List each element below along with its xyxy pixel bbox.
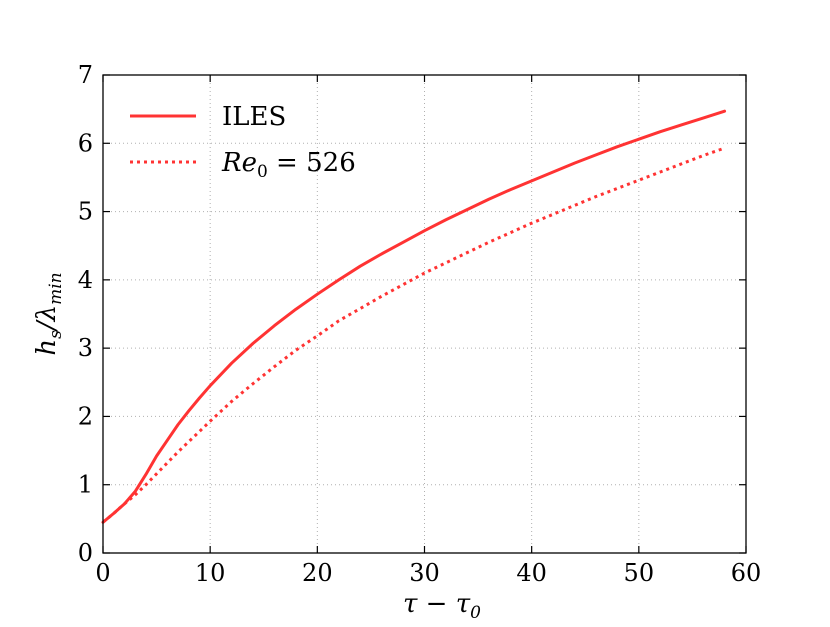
x-tick-label: 50 xyxy=(624,559,655,587)
ticks: 0 10 20 30 40 50 60 0 1 2 3 4 5 6 7 xyxy=(78,61,762,587)
plot-frame xyxy=(102,74,747,554)
legend-label-iles: ILES xyxy=(222,102,286,132)
y-tick-label: 6 xyxy=(78,129,93,157)
legend-label-re0: Re0 = 526 xyxy=(221,148,356,182)
y-tick-label: 1 xyxy=(78,471,93,499)
x-tick-label: 30 xyxy=(409,559,440,587)
legend: ILES Re0 = 526 xyxy=(130,102,356,182)
grid xyxy=(103,75,746,553)
y-tick-label: 5 xyxy=(78,198,93,226)
series-group xyxy=(101,109,727,524)
x-tick-label: 20 xyxy=(302,559,333,587)
y-tick-label: 4 xyxy=(78,266,93,294)
series-line-iles xyxy=(101,109,727,524)
x-axis-label: τ − τ0 xyxy=(403,589,481,623)
y-tick-label: 2 xyxy=(78,402,93,430)
x-tick-label: 40 xyxy=(516,559,547,587)
x-tick-label: 10 xyxy=(195,559,226,587)
x-tick-label: 0 xyxy=(95,559,110,587)
x-tick-label: 60 xyxy=(731,559,762,587)
series-line-re0-526 xyxy=(102,146,726,524)
y-tick-label: 7 xyxy=(78,61,93,89)
y-tick-label: 0 xyxy=(78,539,93,567)
y-tick-label: 3 xyxy=(78,334,93,362)
y-axis-label: hs/λmin xyxy=(32,272,66,355)
